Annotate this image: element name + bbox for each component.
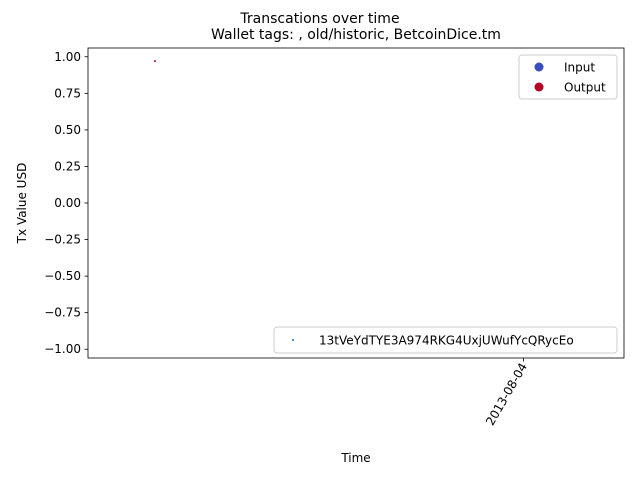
data-point: [154, 60, 156, 63]
y-tick-label: 1.00: [54, 50, 81, 64]
wallet-legend-label: 13tVeYdTYE3A974RKG4UxjUWufYcQRycEo: [319, 334, 574, 348]
plot-area: 1.00 0.75 0.50 0.25 0.00 −0.25 −0.50 −0.75 −1.00…: [44, 47, 625, 428]
y-tick-label: 0.75: [54, 86, 81, 100]
legend-marker-input: [534, 62, 544, 72]
y-tick-label: −0.25: [44, 233, 81, 247]
y-tick-label: −1.00: [44, 342, 81, 356]
wallet-legend-box: [273, 326, 618, 354]
legend-box: [518, 54, 618, 100]
wallet-legend-marker: [292, 339, 294, 341]
y-tick-label: −0.50: [44, 269, 81, 283]
x-axis-label: Time: [340, 451, 370, 465]
y-tick-label: −0.75: [44, 306, 81, 320]
chart-suptitle: Transcations over time: [239, 11, 399, 27]
y-axis-label: Tx Value USD: [15, 163, 29, 245]
chart-title: Wallet tags: , old/historic, BetcoinDice…: [211, 27, 501, 43]
legend-marker-output: [534, 82, 544, 92]
y-tick-label: 0.25: [54, 159, 81, 173]
y-tick-label: 0.50: [54, 123, 81, 137]
legend-label-output: Output: [564, 81, 606, 95]
y-tick-label: 0.00: [54, 196, 81, 210]
x-tick-label: 2013-08-04: [483, 361, 530, 428]
legend-label-input: Input: [564, 61, 595, 75]
